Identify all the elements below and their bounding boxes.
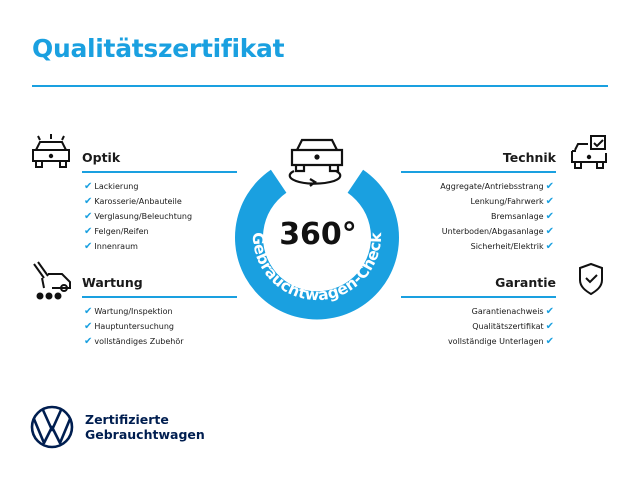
section-divider xyxy=(82,296,237,298)
item-label: Unterboden/Abgasanlage xyxy=(441,227,544,236)
item-label: vollständiges Zubehör xyxy=(94,337,184,346)
check-icon: ✔ xyxy=(545,336,554,347)
section-divider xyxy=(401,296,556,298)
brand-text: Zertifizierte Gebrauchtwagen xyxy=(85,412,205,442)
list-item: Sicherheit/Elektrik ✔ xyxy=(401,239,556,254)
check-icon: ✔ xyxy=(84,336,93,347)
section-optik: Optik ✔ Lackierung ✔ Karosserie/Anbauteile ✔… xyxy=(82,150,237,254)
list-item: Unterboden/Abgasanlage ✔ xyxy=(401,224,556,239)
check-icon: ✔ xyxy=(545,241,554,252)
section-technik: Technik Aggregate/Antriebsstrang ✔ Lenkung… xyxy=(401,150,556,254)
check-icon: ✔ xyxy=(545,306,554,317)
check-icon: ✔ xyxy=(84,241,93,252)
item-label: Felgen/Reifen xyxy=(94,227,149,236)
section-garantie: Garantie Garantienachweis ✔ Qualitätszerti… xyxy=(401,275,556,349)
item-label: Sicherheit/Elektrik xyxy=(470,242,544,251)
item-label: Wartung/Inspektion xyxy=(94,307,173,316)
car-lights-icon xyxy=(32,134,70,168)
car-checklist-icon xyxy=(571,135,607,169)
brand-line1: Zertifizierte xyxy=(85,412,169,427)
section-heading: Garantie xyxy=(495,275,556,290)
list-item: ✔ Karosserie/Anbauteile xyxy=(82,194,237,209)
check-icon: ✔ xyxy=(545,226,554,237)
section-heading: Optik xyxy=(82,150,121,165)
check-icon: ✔ xyxy=(84,321,93,332)
item-label: vollständige Unterlagen xyxy=(447,337,544,346)
list-item: ✔ Verglasung/Beleuchtung xyxy=(82,209,237,224)
section-divider xyxy=(401,171,556,173)
check-icon: ✔ xyxy=(84,226,93,237)
item-label: Garantienachweis xyxy=(471,307,544,316)
brand-line2: Gebrauchtwagen xyxy=(85,427,205,442)
item-label: Innenraum xyxy=(94,242,138,251)
list-item: Qualitätszertifikat ✔ xyxy=(401,319,556,334)
list-item: ✔ Lackierung xyxy=(82,179,237,194)
list-item: ✔ Wartung/Inspektion xyxy=(82,304,237,319)
item-label: Lackierung xyxy=(94,182,139,191)
list-item: ✔ Felgen/Reifen xyxy=(82,224,237,239)
section-heading: Wartung xyxy=(82,275,143,290)
maintenance-truck-icon xyxy=(33,261,71,300)
page-title: Qualitätszertifikat xyxy=(32,34,285,63)
item-label: Qualitätszertifikat xyxy=(472,322,544,331)
check-icon: ✔ xyxy=(84,211,93,222)
check-icon: ✔ xyxy=(84,306,93,317)
item-label: Verglasung/Beleuchtung xyxy=(94,212,193,221)
check-icon: ✔ xyxy=(545,321,554,332)
list-item: Lenkung/Fahrwerk ✔ xyxy=(401,194,556,209)
item-label: Aggregate/Antriebsstrang xyxy=(440,182,544,191)
360-label: 360° xyxy=(279,217,357,252)
section-wartung: Wartung ✔ Wartung/Inspektion ✔ Hauptuntersu… xyxy=(82,275,237,349)
check-icon: ✔ xyxy=(545,181,554,192)
title-divider xyxy=(32,85,608,87)
list-item: ✔ vollständiges Zubehör xyxy=(82,334,237,349)
section-heading: Technik xyxy=(502,150,556,165)
item-label: Hauptuntersuchung xyxy=(94,322,175,331)
item-label: Karosserie/Anbauteile xyxy=(94,197,182,206)
check-icon: ✔ xyxy=(545,196,554,207)
shield-check-icon xyxy=(579,262,603,296)
list-item: Bremsanlage ✔ xyxy=(401,209,556,224)
check-icon: ✔ xyxy=(84,181,93,192)
item-label: Bremsanlage xyxy=(491,212,544,221)
check-icon: ✔ xyxy=(84,196,93,207)
ring-arc xyxy=(234,169,399,320)
list-item: ✔ Hauptuntersuchung xyxy=(82,319,237,334)
list-item: vollständige Unterlagen ✔ xyxy=(401,334,556,349)
list-item: Aggregate/Antriebsstrang ✔ xyxy=(401,179,556,194)
list-item: Garantienachweis ✔ xyxy=(401,304,556,319)
check-icon: ✔ xyxy=(545,211,554,222)
vw-logo xyxy=(30,405,74,449)
item-label: Lenkung/Fahrwerk xyxy=(470,197,544,206)
car-rotate-icon xyxy=(288,138,344,187)
list-item: ✔ Innenraum xyxy=(82,239,237,254)
section-divider xyxy=(82,171,237,173)
